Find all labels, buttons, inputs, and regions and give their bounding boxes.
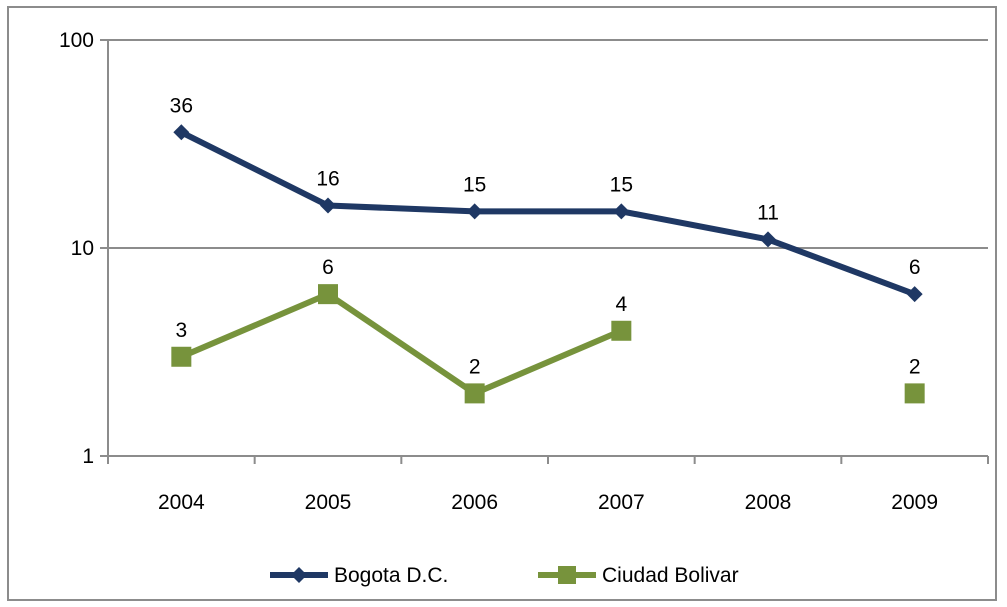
x-tick-label: 2006 xyxy=(451,491,498,514)
data-label: 6 xyxy=(909,256,921,279)
y-tick-labels: 1 10 100 xyxy=(59,29,94,468)
data-point-marker xyxy=(466,203,483,220)
legend-label: Bogota D.C. xyxy=(334,564,448,587)
legend-marker xyxy=(291,567,307,583)
data-label: 6 xyxy=(322,256,334,279)
y-tick-label: 1 xyxy=(82,445,94,468)
data-point-marker xyxy=(320,197,336,214)
data-point-marker xyxy=(611,320,632,341)
data-label: 3 xyxy=(175,319,187,342)
legend-marker xyxy=(558,566,576,584)
axes xyxy=(100,39,989,464)
data-label: 36 xyxy=(170,94,193,117)
data-label: 4 xyxy=(615,293,627,316)
x-tick-label: 2008 xyxy=(745,491,792,514)
x-tick-label: 2009 xyxy=(891,491,938,514)
series-lines xyxy=(178,129,918,397)
data-label: 2 xyxy=(469,355,481,378)
x-tick-label: 2005 xyxy=(305,491,352,514)
data-point-marker xyxy=(464,383,485,404)
data-label: 15 xyxy=(463,173,486,196)
legend-label: Ciudad Bolivar xyxy=(602,564,739,587)
x-tick-label: 2004 xyxy=(158,491,205,514)
series-markers xyxy=(171,124,925,404)
data-point-marker xyxy=(318,284,338,305)
data-point-marker xyxy=(904,383,925,404)
data-label: 15 xyxy=(610,173,633,196)
series-line-0 xyxy=(178,129,918,298)
data-point-marker xyxy=(906,286,923,303)
data-point-marker xyxy=(173,124,190,141)
data-label: 2 xyxy=(909,355,921,378)
legend: Bogota D.C. Ciudad Bolivar xyxy=(270,564,739,587)
gridlines xyxy=(108,39,988,249)
x-tick-labels: 2004 2005 2006 2007 2008 2009 xyxy=(158,491,938,514)
y-tick-label: 10 xyxy=(71,237,94,260)
data-label: 16 xyxy=(316,168,339,191)
x-tick-label: 2007 xyxy=(598,491,645,514)
data-point-marker xyxy=(760,231,776,248)
y-tick-label: 100 xyxy=(59,29,94,52)
data-point-marker xyxy=(613,203,630,220)
chart-frame xyxy=(7,6,997,601)
data-label: 11 xyxy=(757,201,779,224)
series-line-1 xyxy=(178,291,625,397)
data-point-marker xyxy=(171,346,192,367)
